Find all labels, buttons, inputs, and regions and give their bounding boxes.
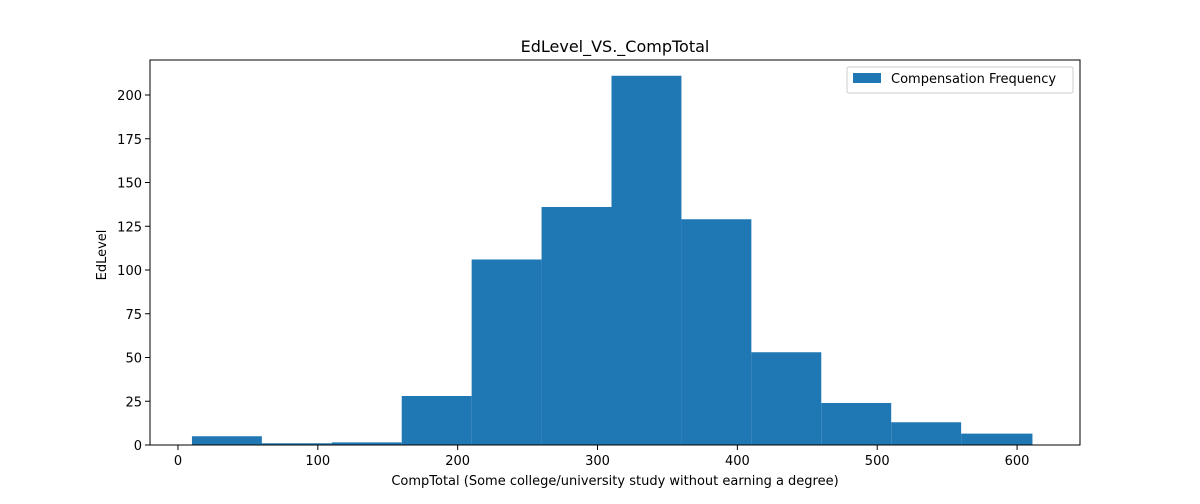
y-tick-label: 175	[117, 133, 142, 148]
y-tick-label: 125	[117, 220, 142, 235]
histogram-bar	[401, 396, 472, 445]
histogram-bar	[541, 207, 612, 445]
legend-box	[846, 66, 1074, 94]
histogram-bar	[891, 422, 962, 445]
histogram-bar	[611, 75, 682, 445]
histogram-bar	[331, 442, 402, 445]
y-axis: 0 25 50 75 100 125 150 175 200	[117, 89, 150, 454]
histogram-bar	[821, 403, 892, 445]
chart-title: EdLevel_VS._CompTotal	[521, 37, 710, 57]
histogram-bar	[961, 433, 1033, 445]
x-axis-label: CompTotal (Some college/university study…	[391, 474, 838, 489]
x-tick-label: 0	[174, 454, 182, 469]
legend: Compensation Frequency	[846, 66, 1074, 94]
x-axis: 0 100 200 300 400 500 600	[174, 445, 1030, 469]
x-tick-label: 400	[725, 454, 750, 469]
histogram-bar	[471, 259, 542, 445]
histogram-bar	[681, 219, 752, 445]
histogram-bar	[261, 443, 332, 445]
y-tick-label: 0	[134, 439, 142, 454]
y-tick-label: 150	[117, 177, 142, 192]
histogram-bar	[191, 436, 262, 445]
legend-label: Compensation Frequency	[891, 72, 1056, 87]
legend-swatch	[853, 73, 881, 83]
y-tick-label: 50	[125, 352, 142, 367]
y-tick-label: 25	[125, 395, 142, 410]
x-tick-label: 500	[865, 454, 890, 469]
y-tick-label: 75	[125, 308, 142, 323]
y-tick-label: 200	[117, 89, 142, 104]
x-tick-label: 200	[445, 454, 470, 469]
plot-frame	[149, 59, 1081, 446]
x-tick-label: 100	[305, 454, 330, 469]
y-axis-label: EdLevel	[95, 230, 110, 281]
y-tick-label: 100	[117, 264, 142, 279]
histogram-bar	[751, 352, 822, 445]
x-tick-label: 600	[1005, 454, 1030, 469]
bars-layer	[191, 75, 1033, 445]
x-tick-label: 300	[585, 454, 610, 469]
